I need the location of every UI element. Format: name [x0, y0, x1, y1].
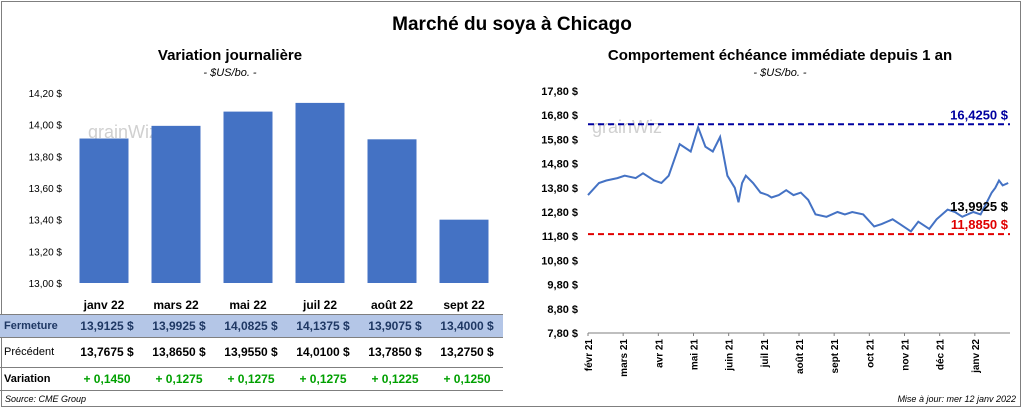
table-row-precedent: Précédent 13,7675 $ 13,8650 $ 13,9550 $ 14,… [0, 340, 503, 364]
line-ytick-label: 12,80 $ [541, 207, 578, 219]
watermark-left: grainWiz [88, 122, 158, 142]
table-row-variation: Variation + 0,1450 + 0,1275 + 0,1275 + 0,12… [0, 367, 503, 391]
line-ytick-label: 14,80 $ [541, 159, 578, 171]
bar-category-label: août 22 [371, 298, 413, 312]
update-note: Mise à jour: mer 12 janv 2022 [897, 394, 1016, 404]
bar-category-label: sept 22 [443, 298, 485, 312]
bar-ytick-label: 13,00 $ [29, 279, 63, 290]
line-ytick-label: 9,80 $ [547, 280, 578, 292]
line-xtick-label: oct 21 [865, 339, 876, 368]
table-cell: 13,2750 $ [440, 345, 494, 359]
line-xtick-label: août 21 [795, 339, 806, 374]
bar [223, 111, 273, 284]
line-xtick-label: juil 21 [760, 339, 771, 369]
line-xtick-label: avr 21 [654, 339, 665, 368]
table-cell: 13,9125 $ [80, 319, 134, 333]
bar [367, 139, 417, 283]
line-xtick-label: mars 21 [619, 339, 630, 377]
table-cell: 14,1375 $ [296, 319, 350, 333]
bar-ytick-label: 13,20 $ [29, 247, 63, 258]
table-cell: 13,9925 $ [152, 319, 206, 333]
line-xtick-label: sept 21 [830, 339, 841, 374]
watermark-right: grainWiz [592, 117, 662, 137]
row-label-variation: Variation [4, 373, 51, 385]
table-row-fermeture: Fermeture 13,9125 $ 13,9925 $ 14,0825 $ 14,… [0, 314, 503, 338]
bar-ytick-label: 14,20 $ [29, 89, 63, 100]
row-label-fermeture: Fermeture [4, 320, 58, 332]
line-ytick-label: 16,80 $ [541, 110, 578, 122]
bar-ytick-label: 13,60 $ [29, 184, 63, 195]
line-xtick-label: janv 22 [971, 339, 982, 374]
bar-ytick-label: 13,40 $ [29, 216, 63, 227]
table-cell: 13,4000 $ [440, 319, 494, 333]
table-cell: 13,9075 $ [368, 319, 422, 333]
bar-ytick-label: 13,80 $ [29, 152, 63, 163]
line-xtick-label: mai 21 [690, 339, 701, 371]
table-cell: + 0,1275 [227, 372, 275, 386]
bar-chart-subtitle: - $US/bo. - [203, 67, 257, 79]
reference-line-label: 16,4250 $ [950, 107, 1009, 122]
table-cell: + 0,1275 [155, 372, 203, 386]
line-ytick-label: 15,80 $ [541, 134, 578, 146]
bar-category-label: mars 22 [153, 298, 199, 312]
bar [295, 102, 345, 283]
table-cell: + 0,1225 [371, 372, 419, 386]
last-value-label: 13,9925 $ [950, 199, 1009, 214]
line-ytick-label: 13,80 $ [541, 183, 578, 195]
table-cell: 13,9550 $ [224, 345, 278, 359]
source-note: Source: CME Group [5, 394, 87, 404]
table-cell: + 0,1450 [83, 372, 131, 386]
line-xtick-label: déc 21 [936, 339, 947, 371]
line-ytick-label: 17,80 $ [541, 86, 578, 98]
price-series-line [587, 124, 1009, 233]
bar [79, 138, 129, 283]
table-cell: 14,0825 $ [224, 319, 278, 333]
bar [151, 125, 201, 284]
line-chart-subtitle: - $US/bo. - [753, 67, 807, 79]
line-ytick-label: 10,80 $ [541, 255, 578, 267]
line-chart-title: Comportement échéance immédiate depuis 1… [607, 47, 953, 64]
bar-category-label: mai 22 [229, 298, 267, 312]
line-ytick-label: 7,80 $ [547, 328, 578, 340]
table-cell: 13,7850 $ [368, 345, 422, 359]
line-ytick-label: 11,80 $ [542, 231, 578, 243]
bar-category-label: juil 22 [302, 298, 337, 312]
page-title: Marché du soya à Chicago [392, 14, 632, 35]
bar-ytick-label: 14,00 $ [29, 121, 63, 132]
line-xtick-label: févr 21 [584, 339, 595, 372]
bar-category-label: janv 22 [83, 298, 125, 312]
row-label-precedent: Précédent [4, 346, 55, 358]
table-cell: + 0,1275 [299, 372, 347, 386]
table-cell: + 0,1250 [443, 372, 491, 386]
line-xtick-label: juin 21 [725, 339, 736, 372]
line-ytick-label: 8,80 $ [547, 304, 578, 316]
table-cell: 13,7675 $ [80, 345, 134, 359]
reference-line-label: 11,8850 $ [951, 217, 1009, 232]
bar-chart: grainWiz 13,00 $ 13,20 $ 13,40 $ 13,60 $ 13,8… [29, 89, 489, 312]
table-cell: 14,0100 $ [296, 345, 350, 359]
table-cell: 13,8650 $ [152, 345, 206, 359]
line-xtick-label: nov 21 [901, 339, 912, 371]
bar [439, 219, 489, 283]
bar-chart-title: Variation journalière [157, 47, 303, 64]
